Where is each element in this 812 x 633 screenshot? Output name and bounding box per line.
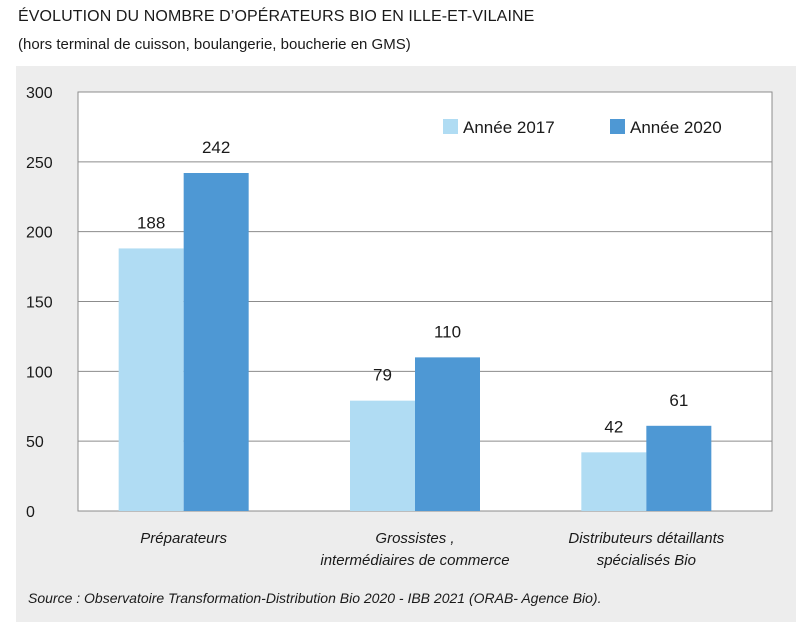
source-note: Source : Observatoire Transformation-Dis… xyxy=(28,590,602,606)
y-tick-label: 150 xyxy=(26,295,53,312)
legend-label: Année 2020 xyxy=(630,118,722,137)
y-tick-label: 100 xyxy=(26,364,53,381)
x-category-label: spécialisés Bio xyxy=(597,552,696,569)
data-label: 61 xyxy=(669,391,688,410)
data-label: 110 xyxy=(434,322,461,341)
x-category-label: Distributeurs détaillants xyxy=(568,530,724,547)
x-category-label: Préparateurs xyxy=(140,530,227,547)
data-label: 188 xyxy=(137,213,165,232)
legend-label: Année 2017 xyxy=(463,118,555,137)
chart-title: ÉVOLUTION DU NOMBRE D’OPÉRATEURS BIO EN … xyxy=(18,8,535,25)
y-tick-label: 250 xyxy=(26,155,53,172)
bar xyxy=(183,173,249,512)
data-label: 79 xyxy=(373,366,392,385)
x-category-label: Grossistes , xyxy=(375,530,454,547)
bar xyxy=(118,248,184,511)
legend-swatch xyxy=(610,119,625,134)
data-label: 242 xyxy=(202,138,230,157)
data-label: 42 xyxy=(604,417,623,436)
bar xyxy=(415,357,480,511)
y-tick-label: 300 xyxy=(26,85,53,102)
y-tick-label: 200 xyxy=(26,225,53,242)
chart-subtitle: (hors terminal de cuisson, boulangerie, … xyxy=(18,36,411,53)
bar xyxy=(581,452,647,511)
bar xyxy=(350,400,415,511)
legend-swatch xyxy=(443,119,458,134)
bar xyxy=(646,425,712,511)
y-tick-label: 50 xyxy=(26,434,44,451)
y-tick-label: 0 xyxy=(26,504,35,521)
x-category-label: intermédiaires de commerce xyxy=(320,552,509,569)
